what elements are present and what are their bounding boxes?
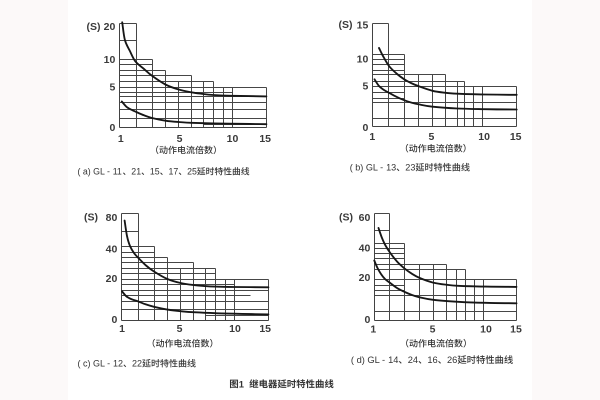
svg-text:0: 0	[111, 314, 117, 326]
svg-text:(S): (S)	[339, 19, 353, 31]
svg-text:0: 0	[362, 122, 368, 134]
svg-text:( b) GL -: ( b) GL -	[350, 163, 384, 173]
svg-text:(S): (S)	[84, 211, 98, 223]
svg-text:12: 12	[113, 359, 123, 369]
svg-text:10: 10	[104, 54, 116, 66]
svg-text:26: 26	[447, 355, 457, 365]
svg-text:40: 40	[106, 244, 118, 256]
svg-text:5: 5	[177, 133, 183, 145]
svg-text:(S): (S)	[339, 211, 353, 223]
svg-text:16: 16	[427, 355, 437, 365]
svg-text:15: 15	[510, 324, 522, 336]
svg-text:10: 10	[227, 133, 239, 145]
svg-text:40: 40	[359, 242, 371, 254]
svg-text:1: 1	[119, 323, 125, 335]
svg-text:11: 11	[113, 167, 122, 177]
svg-text:1: 1	[239, 378, 244, 389]
svg-text:60: 60	[359, 212, 371, 224]
svg-text:21: 21	[131, 167, 141, 177]
svg-text:20: 20	[106, 273, 118, 285]
svg-text:1: 1	[369, 131, 375, 143]
svg-text:15: 15	[357, 19, 369, 31]
svg-text:0: 0	[109, 122, 115, 134]
svg-text:15: 15	[150, 167, 160, 177]
svg-text:25: 25	[187, 167, 197, 177]
svg-text:( d) GL -: ( d) GL -	[351, 355, 385, 365]
svg-text:22: 22	[132, 359, 142, 369]
svg-text:1: 1	[118, 133, 124, 145]
svg-text:5: 5	[109, 81, 115, 93]
svg-text:13: 13	[386, 163, 396, 173]
svg-text:15: 15	[510, 131, 522, 143]
svg-text:1: 1	[370, 324, 376, 336]
svg-text:15: 15	[259, 323, 271, 335]
svg-text:17: 17	[169, 167, 179, 177]
svg-text:( a) GL -: ( a) GL -	[78, 167, 110, 177]
svg-text:(S): (S)	[87, 21, 101, 33]
svg-text:10: 10	[480, 324, 492, 336]
svg-text:10: 10	[229, 323, 241, 335]
svg-text:5: 5	[362, 81, 368, 93]
svg-text:5: 5	[430, 324, 436, 336]
svg-text:0: 0	[364, 314, 370, 326]
svg-text:80: 80	[106, 212, 118, 224]
svg-text:20: 20	[104, 21, 116, 33]
svg-text:15: 15	[259, 133, 271, 145]
svg-text:10: 10	[357, 53, 369, 65]
svg-text:20: 20	[359, 272, 371, 284]
svg-text:10: 10	[478, 131, 490, 143]
svg-text:23: 23	[405, 163, 415, 173]
svg-text:5: 5	[428, 131, 434, 143]
svg-text:5: 5	[177, 323, 183, 335]
svg-text:( c) GL -: ( c) GL -	[78, 359, 111, 369]
svg-text:14: 14	[388, 355, 398, 365]
svg-text:24: 24	[408, 355, 418, 365]
